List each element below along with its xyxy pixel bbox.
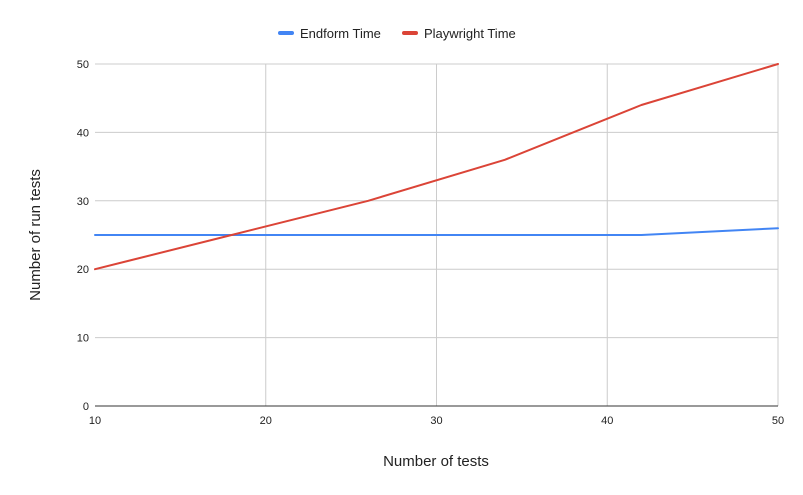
y-tick-label: 20 xyxy=(77,264,89,276)
legend-label: Endform Time xyxy=(300,26,381,41)
x-tick-label: 10 xyxy=(89,415,101,427)
series-lines xyxy=(94,63,779,271)
series-line-playwright-time xyxy=(94,63,779,271)
y-tick-label: 50 xyxy=(77,59,89,71)
series-line-endform-time xyxy=(94,227,779,236)
x-axis-title: Number of tests xyxy=(383,453,489,470)
x-tick-label: 50 xyxy=(772,415,784,427)
x-tick-label: 20 xyxy=(260,415,272,427)
x-tick-label: 30 xyxy=(430,415,442,427)
legend-label: Playwright Time xyxy=(424,26,516,41)
y-tick-label: 30 xyxy=(77,196,89,208)
x-tick-label: 40 xyxy=(601,415,613,427)
y-tick-label: 0 xyxy=(83,401,89,413)
legend: Endform Time Playwright Time xyxy=(278,26,516,41)
y-axis-title: Number of run tests xyxy=(27,169,44,301)
y-tick-label: 10 xyxy=(77,333,89,345)
y-tick-label: 40 xyxy=(77,127,89,139)
